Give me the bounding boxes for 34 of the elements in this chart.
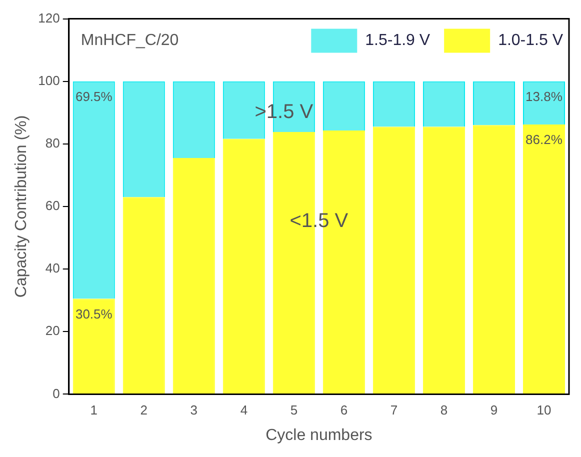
- text: MnHCF_C/20: [80, 32, 179, 50]
- x-tick-label: 2: [140, 402, 148, 418]
- bar: [422, 126, 465, 394]
- x-tick-label: 3: [190, 402, 198, 418]
- bar: [72, 298, 115, 394]
- bar: [172, 158, 215, 394]
- y-tick-label: 0: [52, 386, 60, 401]
- y-tick-label: 60: [45, 198, 60, 214]
- x-tick-label: 10: [536, 402, 552, 418]
- data-label: 30.5%: [75, 306, 113, 322]
- bar: [472, 125, 515, 394]
- data-label: 86.2%: [526, 132, 563, 148]
- legend-label: 1.5-1.9 V: [365, 32, 430, 50]
- x-tick-label: 8: [440, 402, 448, 418]
- x-tick-label: 7: [390, 402, 398, 418]
- x-tick-label: 5: [290, 402, 298, 418]
- bar: [122, 197, 165, 394]
- data-label: 69.5%: [75, 88, 113, 104]
- x-tick-label: 9: [490, 402, 498, 418]
- y-tick-label: 100: [38, 72, 60, 88]
- x-tick-label: 6: [340, 402, 348, 418]
- y-tick-label: 40: [45, 260, 60, 276]
- x-tick-label: 4: [240, 402, 248, 418]
- legend-label: 1.0-1.5 V: [498, 32, 564, 50]
- y-tick-label: 80: [45, 136, 60, 151]
- x-axis-title: Cycle numbers: [266, 426, 372, 444]
- bar: [522, 124, 565, 394]
- y-axis-title: Capacity Contribution (%): [13, 115, 30, 298]
- x-tick-label: 1: [90, 402, 98, 418]
- y-tick-label: 120: [38, 10, 60, 26]
- bar: [222, 138, 265, 394]
- y-tick-label: 20: [45, 323, 60, 338]
- data-label: 13.8%: [526, 88, 563, 104]
- bar: [372, 126, 415, 394]
